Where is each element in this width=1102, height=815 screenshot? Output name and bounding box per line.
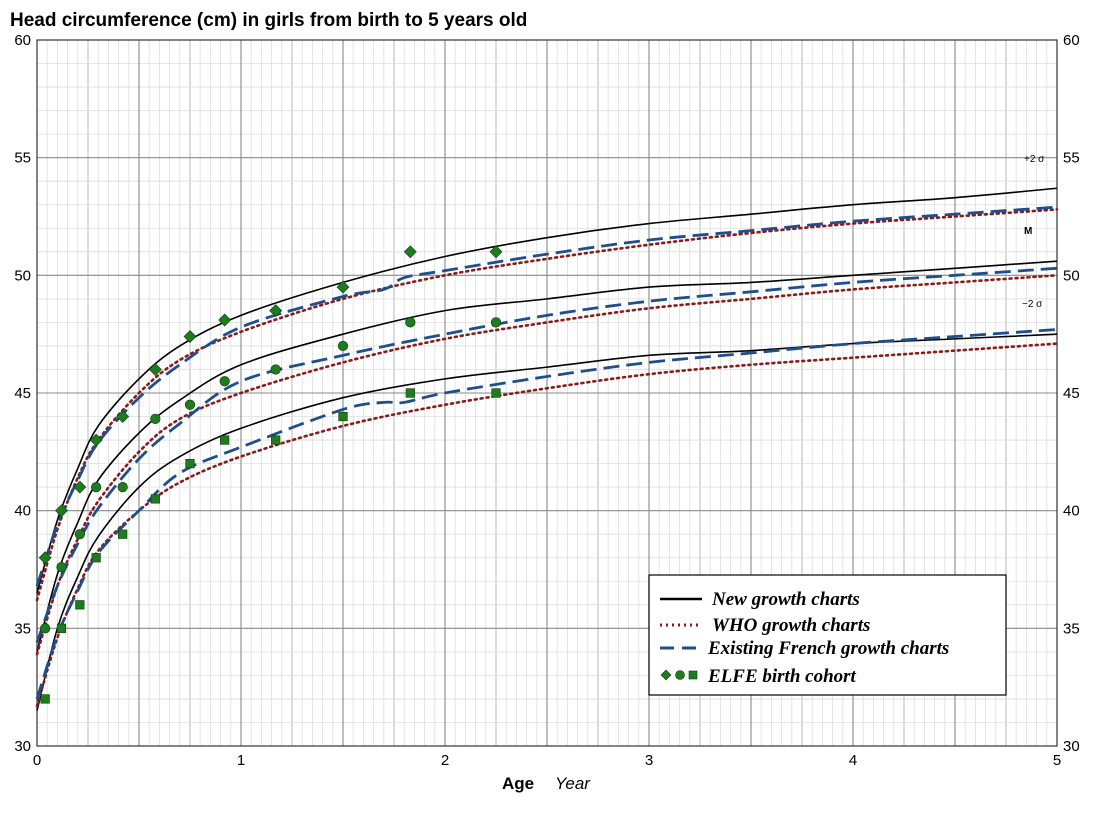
series-0-curve-0 (36, 187, 1058, 594)
y-ticks-right: 30 35 40 45 50 55 60 (1063, 32, 1080, 755)
x-ticks: 0 1 2 3 4 5 (33, 752, 1061, 769)
cohort-point-circle (74, 529, 85, 540)
cohort-point-circle (91, 482, 102, 493)
cohort-point-square (75, 600, 85, 610)
cohort-point-circle (337, 340, 349, 352)
y-ticks-left: 30 35 40 45 50 55 60 (14, 32, 31, 755)
y-tick-label-right: 55 (1063, 150, 1080, 167)
y-tick-label-right: 50 (1063, 267, 1080, 284)
cohort-point-diamond (489, 245, 503, 259)
series-2-curve-2 (35, 328, 1058, 700)
cohort-point-square (40, 694, 50, 704)
x-tick-label: 2 (441, 752, 449, 769)
x-tick-label: 4 (849, 752, 857, 769)
cohort-point-diamond (218, 313, 232, 327)
cohort-point-square (491, 388, 501, 398)
y-tick-label-left: 55 (14, 150, 31, 167)
series-2-curve-1 (35, 266, 1058, 643)
legend-square-icon (688, 670, 698, 680)
cohort-point-square (56, 623, 67, 633)
legend-box (648, 574, 1007, 696)
cohort-point-square (91, 553, 101, 563)
x-tick-label: 5 (1053, 752, 1061, 769)
cohort-point-diamond (116, 410, 130, 423)
legend-label-who: WHO growth charts (712, 615, 870, 636)
cohort-point-square (118, 529, 128, 539)
cohort-point-circle (490, 317, 502, 328)
y-tick-label-right: 30 (1063, 738, 1080, 755)
legend-label-french: Existing French growth charts (707, 638, 949, 659)
y-tick-label-right: 45 (1063, 385, 1080, 402)
series-2-curve-0 (35, 205, 1058, 587)
cohort-point-diamond (148, 363, 162, 376)
chart-title: Head circumference (cm) in girls from bi… (10, 10, 528, 31)
cohort-point-diamond (269, 304, 283, 318)
x-axis-unit: Year (555, 774, 591, 793)
cohort-point-diamond (403, 245, 417, 259)
y-tick-label-right: 40 (1063, 503, 1080, 520)
cohort-point-square (220, 435, 230, 445)
legend-circle-icon (675, 670, 685, 680)
cohort-point-circle (150, 413, 161, 424)
cohort-point-circle (184, 399, 196, 410)
cohort-point-diamond (55, 504, 68, 518)
cohort-point-circle (270, 364, 281, 375)
cohort-point-circle (56, 562, 67, 573)
y-tick-label-left: 40 (14, 503, 31, 520)
cohort-point-circle (40, 623, 51, 634)
y-tick-label-left: 60 (14, 32, 31, 49)
cohort-point-circle (405, 317, 416, 328)
x-axis-label: Age (502, 774, 534, 793)
cohort-point-diamond (38, 551, 52, 565)
cohort-point-diamond (183, 330, 197, 343)
cohort-point-square (271, 435, 281, 445)
series-1-curve-1 (35, 274, 1059, 656)
cohort-point-diamond (336, 280, 350, 294)
cohort-points-layer (38, 245, 503, 704)
x-tick-label: 0 (33, 752, 41, 769)
cohort-point-diamond (73, 480, 87, 494)
y-tick-label-right: 35 (1063, 620, 1080, 637)
y-tick-label-left: 50 (14, 267, 31, 284)
plot-frame (36, 39, 1058, 747)
cohort-point-circle (219, 376, 230, 387)
legend-diamond-icon (660, 669, 672, 681)
y-tick-label-left: 45 (14, 385, 31, 402)
cohort-point-square (150, 494, 160, 504)
legend-label-elfe: ELFE birth cohort (707, 666, 857, 687)
y-tick-label-right: 60 (1063, 32, 1080, 49)
x-tick-label: 3 (645, 752, 653, 769)
series-1-curve-2 (35, 342, 1059, 708)
x-tick-label: 1 (237, 752, 245, 769)
y-tick-label-left: 35 (14, 620, 31, 637)
cohort-point-square (185, 458, 195, 469)
cohort-point-square (405, 388, 415, 398)
cohort-point-diamond (89, 433, 103, 447)
legend-label-new: New growth charts (711, 589, 860, 610)
cohort-point-square (338, 411, 348, 422)
legend: New growth charts WHO growth charts Exis… (648, 574, 1007, 696)
minus-2-sigma-label: −2 σ (1022, 299, 1043, 310)
y-tick-label-left: 30 (14, 738, 31, 755)
cohort-point-circle (117, 482, 128, 493)
median-label: M (1024, 226, 1032, 237)
plus-2-sigma-label: +2 σ (1024, 154, 1045, 165)
